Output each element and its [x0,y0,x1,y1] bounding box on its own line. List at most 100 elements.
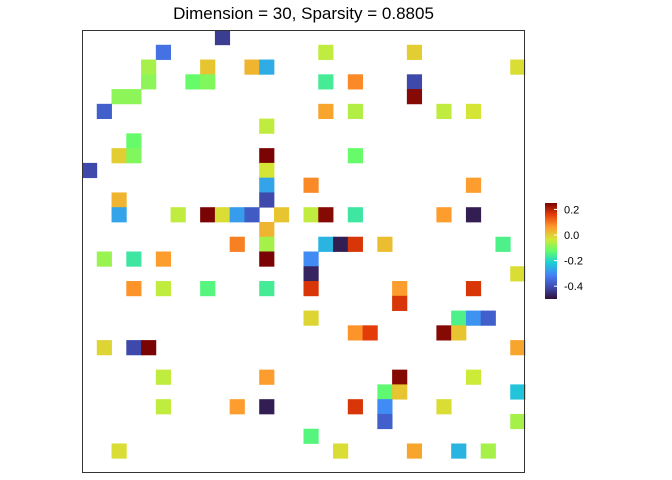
heatmap-cell [229,236,245,252]
heatmap-cell [318,74,334,90]
heatmap-cell [436,325,452,341]
heatmap-cell [273,207,290,223]
heatmap-cell [259,162,275,179]
heatmap-cell [451,443,467,459]
heatmap-cell [126,340,142,356]
heatmap-cell [451,310,467,326]
heatmap-cell [259,59,275,75]
heatmap-cell [303,428,319,444]
heatmap-cell [259,399,275,415]
heatmap-cell [347,207,363,223]
heatmap-cell [214,30,231,46]
heatmap-cell [377,236,393,252]
heatmap-cell [200,74,216,90]
heatmap-cell [244,59,260,75]
heatmap-cell [406,44,423,60]
heatmap-cell [244,207,260,223]
heatmap-cell [111,148,127,164]
heatmap-cell [303,281,319,297]
heatmap-cell [200,59,216,75]
heatmap-cell [510,266,526,282]
heatmap-cell [436,399,452,415]
heatmap-cell [406,443,423,459]
heatmap-cell [155,369,171,385]
colorbar-gradient [545,203,557,299]
heatmap-cell [392,295,408,311]
heatmap-cell [347,399,363,415]
heatmap-cell [377,413,393,430]
colorbar-tick-label: 0.2 [564,204,579,216]
heatmap-cell [126,89,142,105]
heatmap-cell [480,443,496,459]
heatmap-cell [259,369,275,385]
heatmap-cell [111,443,127,459]
heatmap-cell [303,310,319,326]
heatmap-cell [377,399,393,415]
heatmap-cell [406,89,423,105]
heatmap-cell [362,325,378,341]
heatmap-cell [259,221,275,238]
heatmap-cell [333,443,349,459]
heatmap-cell [465,310,482,326]
heatmap-cell [259,118,275,134]
heatmap-cell [170,207,186,223]
heatmap-cell [259,236,275,252]
heatmap-cell [392,369,408,385]
heatmap-cell [406,74,423,90]
heatmap-cell [347,325,363,341]
colorbar-tick-label: -0.2 [564,256,583,268]
heatmap-cell [495,236,511,252]
heatmap-cell [347,236,363,252]
heatmap-cell [259,251,275,267]
heatmap-cell [96,103,112,119]
heatmap-cell [347,148,363,164]
heatmap-cell [318,207,334,223]
heatmap-cell [451,325,467,341]
heatmap-cell [259,281,275,297]
colorbar-tick-label: 0.0 [564,230,579,242]
heatmap-cell [126,251,142,267]
heatmap-cell [318,236,334,252]
heatmap-cell [480,310,496,326]
heatmap-cell [259,192,275,208]
heatmap-cell [200,281,216,297]
heatmap-cell [111,207,127,223]
heatmap-cell [96,340,112,356]
heatmap-cell [155,251,171,267]
heatmap-cell [377,384,393,400]
heatmap-cell [303,177,319,193]
heatmap-cell [141,59,157,75]
heatmap-cell [392,384,408,400]
heatmap-cell [392,281,408,297]
heatmap-cell [96,251,112,267]
colorbar: 0.2 0.0 -0.2 -0.4 [545,203,583,299]
heatmap-cell [465,103,482,119]
heatmap-cell [436,103,452,119]
heatmap-cell [200,207,216,223]
heatmap-cell [229,399,245,415]
heatmap-cell [510,413,526,430]
heatmap-cell [436,207,452,223]
heatmap-cell [126,133,142,149]
heatmap-cell [510,59,526,75]
colorbar-tick-label: -0.4 [564,281,583,293]
heatmap-cell [82,162,98,179]
heatmap-cell [303,207,319,223]
heatmap-cell [465,281,482,297]
heatmap-cell [185,74,201,90]
heatmap-cell [126,281,142,297]
heatmap-cell [259,177,275,193]
heatmap-cell [465,207,482,223]
heatmap-cell [259,148,275,164]
heatmap-cell [111,89,127,105]
heatmap-cell [347,103,363,119]
heatmap-cell [347,74,363,90]
plot-border [82,30,525,473]
heatmap-cell [333,236,349,252]
heatmap-cell [155,44,171,60]
heatmap-cell [214,207,231,223]
heatmap-cell [510,384,526,400]
heatmap-cell [126,148,142,164]
heatmap-cell [141,74,157,90]
